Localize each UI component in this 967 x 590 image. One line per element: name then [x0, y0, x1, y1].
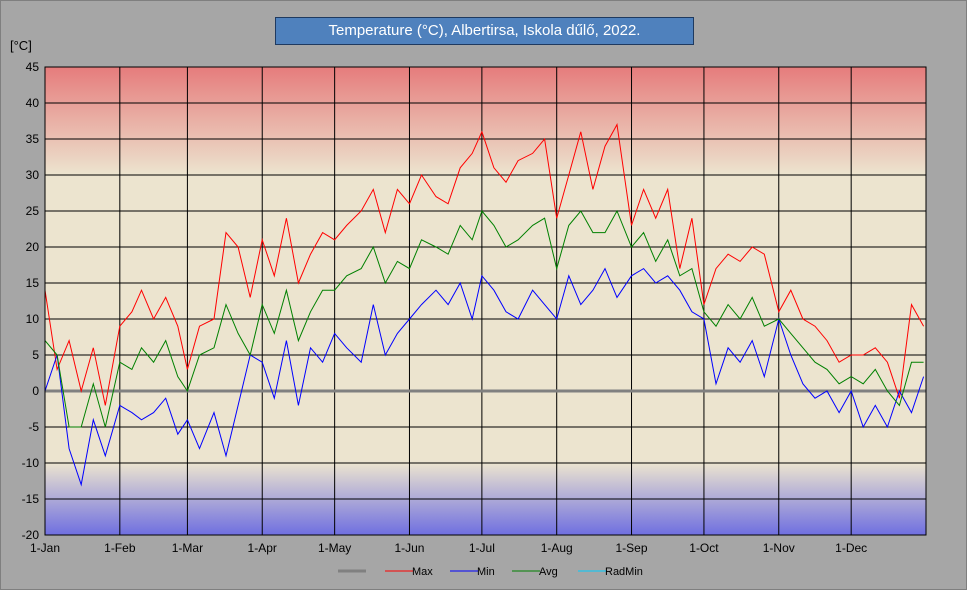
x-tick-label: 1-Aug	[541, 541, 573, 555]
x-tick-label: 1-Feb	[104, 541, 136, 555]
x-tick-label: 1-Mar	[172, 541, 203, 555]
legend-label: Min	[477, 566, 495, 578]
x-tick-label: 1-Oct	[689, 541, 719, 555]
chart-title: Temperature (°C), Albertirsa, Iskola dűl…	[275, 17, 694, 45]
y-tick-label: 30	[26, 168, 40, 182]
axis-labels: 45 40 35 30 25 20 15 10 5 0 -5 -10 -15 -201-Jan 1-Feb 1…	[22, 60, 868, 555]
y-tick-label: 15	[26, 276, 40, 290]
x-tick-label: 1-Apr	[248, 541, 277, 555]
y-axis-label: [°C]	[10, 38, 32, 53]
x-tick-label: 1-Dec	[835, 541, 867, 555]
x-tick-label: 1-Sep	[616, 541, 648, 555]
y-tick-label: 25	[26, 204, 40, 218]
y-tick-label: 35	[26, 132, 40, 146]
x-tick-label: 1-Jan	[30, 541, 60, 555]
x-tick-label: 1-Nov	[763, 541, 795, 555]
series-layer	[44, 123, 926, 487]
y-tick-label: -10	[22, 456, 40, 470]
x-tick-label: 1-May	[318, 541, 351, 555]
y-tick-label: -20	[22, 528, 40, 542]
x-tick-label: 1-Jun	[394, 541, 424, 555]
y-tick-label: 5	[32, 348, 39, 362]
series-line-avg	[44, 209, 924, 428]
y-tick-label: 45	[26, 60, 40, 74]
x-tick-label: 1-Jul	[469, 541, 495, 555]
y-tick-label: 0	[32, 384, 39, 398]
plot-border	[44, 66, 927, 536]
y-tick-label: 20	[26, 240, 40, 254]
legend: Max Min Avg RadMin	[338, 566, 643, 578]
plot-background	[45, 67, 926, 535]
series-line-max	[44, 123, 925, 406]
y-tick-label: 10	[26, 312, 40, 326]
legend-label: RadMin	[605, 566, 643, 578]
legend-label: Avg	[539, 566, 558, 578]
legend-label: Max	[412, 566, 433, 578]
y-tick-label: -5	[28, 420, 39, 434]
y-tick-label: 40	[26, 96, 40, 110]
y-tick-label: -15	[22, 492, 40, 506]
